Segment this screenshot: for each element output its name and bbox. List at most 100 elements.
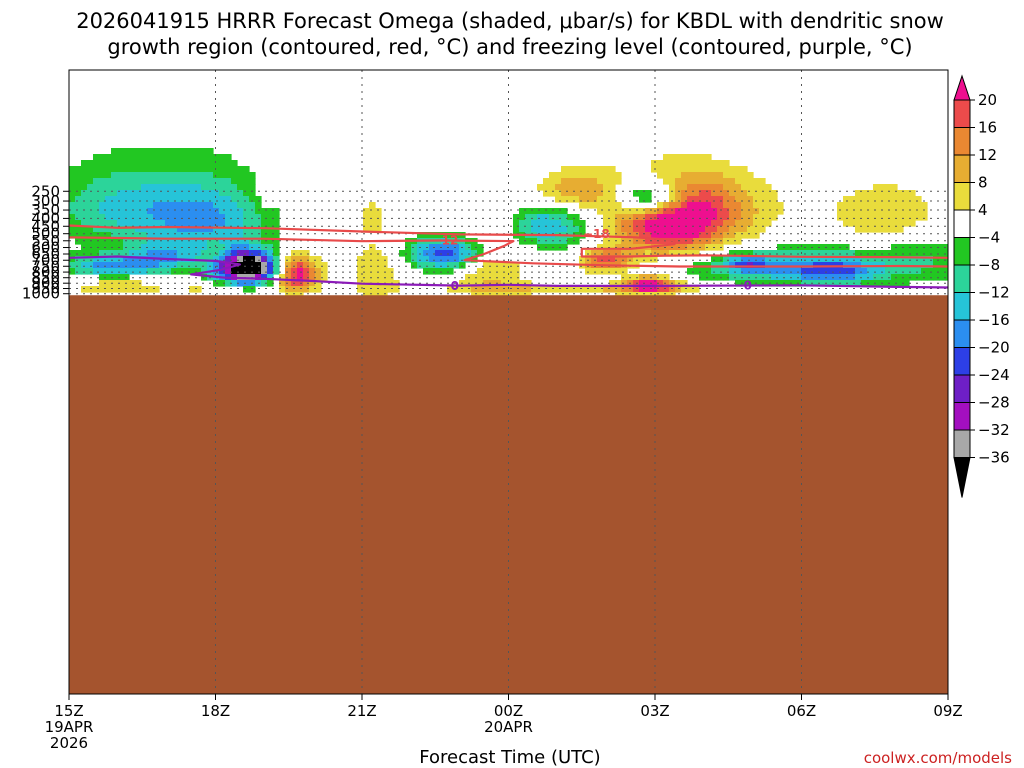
omega-cell (429, 232, 436, 239)
omega-cell (543, 208, 550, 215)
omega-cell (621, 208, 628, 215)
omega-cell (717, 268, 724, 275)
omega-cell (681, 238, 688, 245)
omega-cell (261, 220, 268, 227)
omega-cell (237, 196, 244, 203)
omega-cell (525, 220, 532, 227)
omega-cell (471, 256, 478, 263)
omega-cell (69, 184, 76, 191)
omega-cell (111, 178, 118, 185)
omega-cell (567, 196, 574, 203)
omega-cell (153, 268, 160, 275)
x-tick-label: 15Z (54, 702, 83, 720)
omega-cell (195, 166, 202, 173)
omega-cell (189, 214, 196, 221)
colorbar-label: 16 (978, 119, 997, 137)
omega-cell (129, 220, 136, 227)
omega-cell (903, 274, 910, 281)
omega-cell (729, 238, 736, 245)
omega-cell (225, 160, 232, 167)
omega-cell (903, 208, 910, 215)
omega-cell (135, 196, 142, 203)
omega-cell (285, 262, 292, 269)
omega-cell (453, 244, 460, 251)
omega-cell (297, 262, 304, 269)
omega-cell (165, 184, 172, 191)
omega-cell (603, 238, 610, 245)
omega-cell (159, 262, 166, 269)
omega-cell (723, 172, 730, 179)
omega-cell (141, 178, 148, 185)
omega-cell (267, 214, 274, 221)
omega-cell (201, 250, 208, 257)
omega-cell (657, 238, 664, 245)
omega-cell (93, 202, 100, 209)
omega-cell (903, 196, 910, 203)
omega-cell (117, 190, 124, 197)
omega-cell (177, 232, 184, 239)
omega-cell (657, 274, 664, 281)
ground-layer (69, 295, 948, 694)
omega-cell (711, 178, 718, 185)
omega-cell (687, 208, 694, 215)
omega-cell (231, 190, 238, 197)
omega-cell (657, 226, 664, 233)
omega-cell (765, 196, 772, 203)
omega-cell (759, 226, 766, 233)
omega-cell (183, 250, 190, 257)
omega-cell (795, 250, 802, 257)
omega-cell (849, 256, 856, 263)
omega-cell (663, 172, 670, 179)
omega-cell (759, 208, 766, 215)
omega-cell (249, 256, 256, 263)
omega-cell (111, 214, 118, 221)
omega-cell (213, 208, 220, 215)
omega-cell (243, 256, 250, 263)
omega-cell (219, 244, 226, 251)
omega-cell (573, 214, 580, 221)
omega-cell (645, 256, 652, 263)
omega-cell (243, 208, 250, 215)
omega-cell (477, 250, 484, 257)
omega-cell (585, 202, 592, 209)
omega-cell (693, 262, 700, 269)
omega-cell (855, 280, 862, 287)
omega-cell (861, 196, 868, 203)
omega-cell (675, 190, 682, 197)
omega-cell (615, 208, 622, 215)
omega-cell (657, 244, 664, 251)
omega-cell (165, 154, 172, 161)
omega-cell (75, 220, 82, 227)
omega-cell (69, 220, 76, 227)
omega-cell (267, 262, 274, 269)
omega-cell (219, 196, 226, 203)
omega-cell (687, 160, 694, 167)
omega-cell (177, 160, 184, 167)
omega-cell (99, 172, 106, 179)
omega-cell (225, 214, 232, 221)
omega-cell (201, 154, 208, 161)
omega-cell (441, 232, 448, 239)
omega-cell (237, 268, 244, 275)
omega-cell (741, 202, 748, 209)
omega-cell (669, 220, 676, 227)
omega-cell (93, 196, 100, 203)
omega-cell (93, 184, 100, 191)
omega-cell (153, 172, 160, 179)
omega-cell (231, 244, 238, 251)
omega-cell (567, 190, 574, 197)
omega-cell (771, 256, 778, 263)
credit-link[interactable]: coolwx.com/models (864, 749, 1012, 767)
omega-cell (747, 232, 754, 239)
omega-cell (123, 232, 130, 239)
omega-cell (111, 262, 118, 269)
omega-cell (657, 172, 664, 179)
omega-cell (711, 166, 718, 173)
omega-cell (789, 256, 796, 263)
omega-cell (579, 178, 586, 185)
omega-cell (471, 250, 478, 257)
omega-cell (201, 208, 208, 215)
chart-title-line1: 2026041915 HRRR Forecast Omega (shaded, … (76, 9, 944, 33)
omega-cell (873, 202, 880, 209)
omega-cell (255, 208, 262, 215)
